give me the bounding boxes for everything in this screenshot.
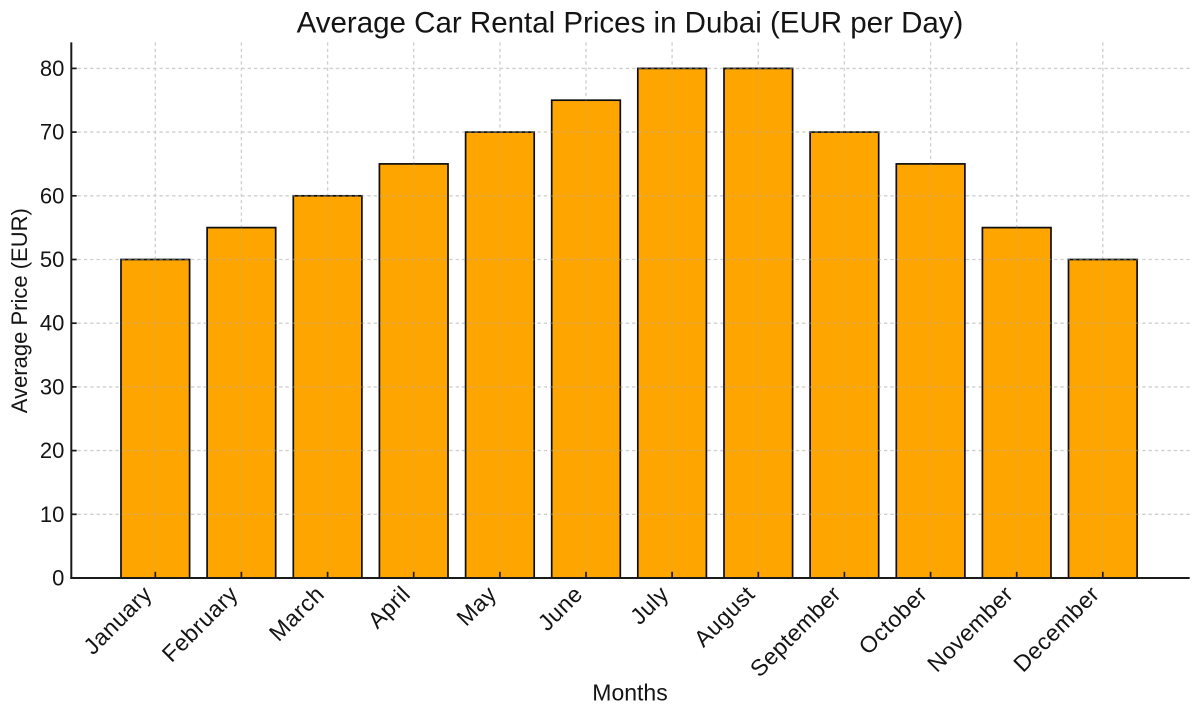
- svg-text:60: 60: [40, 183, 64, 208]
- svg-text:40: 40: [40, 311, 64, 336]
- svg-text:50: 50: [40, 247, 64, 272]
- svg-text:10: 10: [40, 502, 64, 527]
- svg-text:20: 20: [40, 438, 64, 463]
- svg-text:Average Price (EUR): Average Price (EUR): [7, 208, 32, 413]
- svg-text:30: 30: [40, 374, 64, 399]
- svg-text:70: 70: [40, 120, 64, 145]
- svg-text:80: 80: [40, 56, 64, 81]
- svg-text:Average Car Rental Prices in D: Average Car Rental Prices in Dubai (EUR …: [297, 7, 964, 40]
- svg-text:Months: Months: [592, 680, 667, 706]
- svg-text:0: 0: [52, 566, 64, 591]
